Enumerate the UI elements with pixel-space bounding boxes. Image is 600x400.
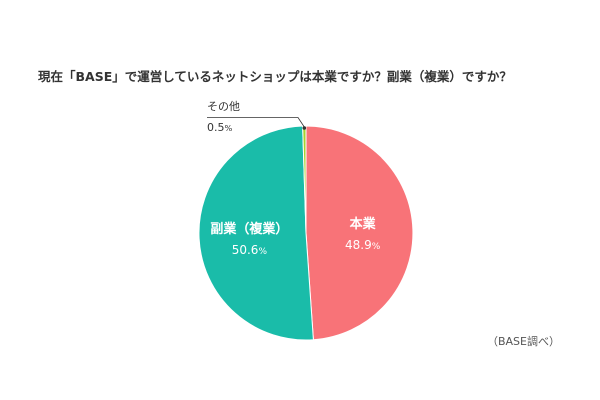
pie-labels: 本業 48.9% 副業（複業） 50.6% その他 0.5% (207, 100, 381, 257)
slice-value-other: 0.5% (207, 121, 233, 134)
slice-label-other: その他 (207, 100, 240, 113)
chart-title: 現在「BASE」で運営しているネットショップは本業ですか？副業（複業）ですか？ (38, 69, 512, 84)
slice-label-main-job: 本業 (350, 216, 377, 232)
pie-slice-other (302, 125, 307, 234)
leader-line (207, 117, 305, 128)
pie-slice-main-job (305, 125, 414, 341)
pie-slice-side-job (198, 125, 314, 341)
slice-label-side-job: 副業（複業） (210, 221, 288, 237)
slice-value-side-job: 50.6% (232, 243, 268, 257)
pie-slices (198, 125, 414, 341)
slice-value-main-job: 48.9% (345, 238, 381, 252)
source-note: （BASE調べ） (486, 335, 560, 348)
leader-dot (302, 126, 307, 130)
